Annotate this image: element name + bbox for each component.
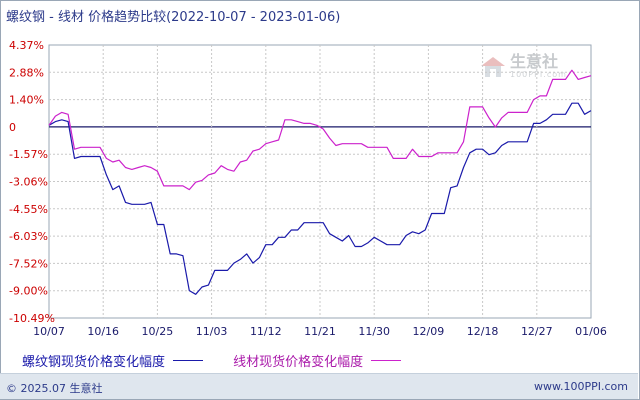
watermark-brand: 生意社 [510,52,559,71]
x-tick-label: 10/25 [142,325,174,338]
chart-title-range: (2022-10-07 - 2023-01-06) [166,10,341,25]
x-tick-label: 01/06 [575,325,607,338]
legend-label-series1: 螺纹钢现货价格变化幅度 [22,355,166,370]
y-tick-label: -6.03% [9,230,48,243]
x-tick-label: 11/12 [250,325,282,338]
watermark-sub: 100PPI.com [510,70,567,79]
series-line-2 [48,69,592,191]
chart-legend: 螺纹钢现货价格变化幅度 线材现货价格变化幅度 [22,351,427,370]
x-tick-label: 10/16 [87,325,119,338]
footer-copyright: © 2025.07 生意社 [6,382,103,395]
legend-swatch-series1 [173,360,204,361]
y-tick-label: -4.55% [9,203,48,216]
legend-item-series1: 螺纹钢现货价格变化幅度 [22,351,204,370]
y-tick-label: -9.00% [9,285,48,298]
x-tick-label: 11/21 [304,325,336,338]
y-tick-label: -10.49% [9,312,55,325]
x-tick-label: 12/18 [467,325,499,338]
y-tick-label: 1.40% [9,94,44,107]
y-tick-label: -3.06% [9,176,48,189]
x-tick-label: 11/03 [196,325,228,338]
x-tick-label: 10/07 [33,325,65,338]
chart-title-main: 螺纹钢 - 线材 价格趋势比较 [6,10,167,25]
x-tick-label: 11/30 [358,325,390,338]
series-line-1 [48,102,592,295]
y-tick-label: 2.88% [9,66,44,79]
footer-bar: © 2025.07 生意社 www.100PPI.com [0,373,638,399]
legend-label-series2: 线材现货价格变化幅度 [233,355,364,370]
chart-title: 螺纹钢 - 线材 价格趋势比较(2022-10-07 - 2023-01-06) [6,6,340,25]
x-tick-label: 12/09 [413,325,445,338]
legend-item-series2: 线材现货价格变化幅度 [233,351,402,370]
footer-site-link[interactable]: www.100PPI.com [534,380,628,393]
x-tick-label: 12/27 [521,325,553,338]
y-tick-label: -7.52% [9,257,48,270]
y-tick-label: 0 [9,121,16,134]
y-tick-label: -1.57% [9,148,48,161]
legend-swatch-series2 [371,360,402,361]
y-tick-label: 4.37% [9,39,44,52]
